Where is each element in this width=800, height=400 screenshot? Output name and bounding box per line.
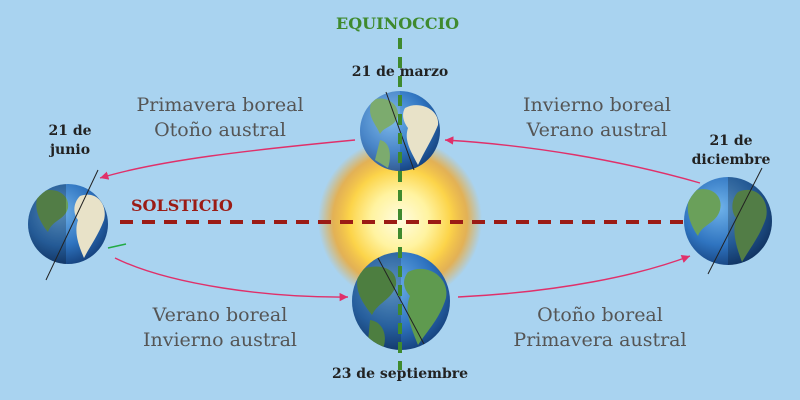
date-december-line2: diciembre <box>691 152 771 168</box>
orbit-arrow-september-to-december <box>457 255 691 298</box>
earth-globe-june <box>28 169 127 281</box>
orbit-arrow-december-to-march <box>444 136 701 184</box>
date-june: 21 de junio <box>30 122 110 160</box>
season-line: Otoño boreal <box>537 304 663 326</box>
earth-globe-december <box>684 167 772 275</box>
season-line: Invierno austral <box>142 329 298 351</box>
date-december: 21 de diciembre <box>686 132 776 170</box>
orbit-arrow-march-to-june <box>99 139 356 180</box>
date-september: 23 de septiembre <box>331 366 469 382</box>
date-march: 21 de marzo <box>351 64 449 80</box>
season-label-top-right: Invierno boreal Verano austral <box>497 93 697 143</box>
season-line: Verano boreal <box>152 304 288 326</box>
date-june-line1: 21 de <box>48 123 92 139</box>
season-label-top-left: Primavera boreal Otoño austral <box>120 93 320 143</box>
solstice-label: SOLSTICIO <box>131 196 233 215</box>
equinox-label: EQUINOCCIO <box>336 14 460 33</box>
season-line: Invierno boreal <box>523 94 671 116</box>
date-december-line1: 21 de <box>709 133 753 149</box>
season-line: Primavera boreal <box>136 94 304 116</box>
sun <box>318 138 482 302</box>
orbit-arrow-june-to-september <box>114 257 349 302</box>
season-line: Primavera austral <box>513 329 687 351</box>
season-label-bottom-left: Verano boreal Invierno austral <box>115 303 325 353</box>
season-label-bottom-right: Otoño boreal Primavera austral <box>490 303 710 353</box>
season-line: Verano austral <box>526 119 668 141</box>
date-june-line2: junio <box>49 142 91 158</box>
season-line: Otoño austral <box>154 119 286 141</box>
